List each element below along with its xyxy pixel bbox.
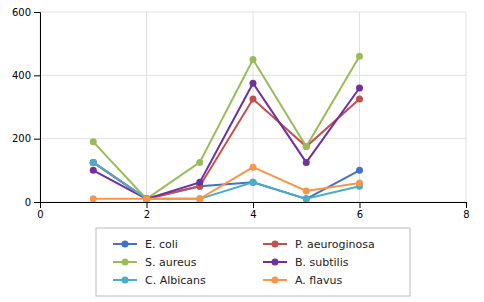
tick: 0 xyxy=(37,202,43,220)
point xyxy=(356,180,363,187)
point xyxy=(90,138,97,145)
point xyxy=(303,143,310,150)
legend-item: S. aureus xyxy=(113,256,197,269)
grid-line xyxy=(466,12,467,202)
tick-mark xyxy=(360,202,361,208)
tick-mark xyxy=(34,202,40,203)
tick: 4 xyxy=(250,202,256,220)
tick-label: 2 xyxy=(144,209,150,220)
legend-item: E. coli xyxy=(113,238,178,251)
tick: 600 xyxy=(12,7,40,18)
x-axis: 0 2 4 6 8 xyxy=(37,202,469,220)
plot-area xyxy=(90,53,363,202)
tick: 400 xyxy=(12,70,40,81)
tick-label: 0 xyxy=(37,209,43,220)
point xyxy=(196,159,203,166)
tick-mark xyxy=(34,75,40,76)
legend-label: E. coli xyxy=(145,238,178,251)
tick-label: 0 xyxy=(25,197,31,208)
point xyxy=(143,195,150,202)
point xyxy=(303,195,310,202)
legend-item: C. Albicans xyxy=(113,274,206,287)
legend-item: P. aeuroginosa xyxy=(263,238,375,251)
series-line xyxy=(93,167,359,199)
point xyxy=(250,179,257,186)
point xyxy=(303,159,310,166)
point xyxy=(250,80,257,87)
point xyxy=(90,195,97,202)
tick: 200 xyxy=(12,133,40,144)
legend-marker xyxy=(272,277,279,284)
tick: 6 xyxy=(357,202,363,220)
tick-mark xyxy=(34,139,40,140)
tick-label: 6 xyxy=(357,209,363,220)
legend: E. coli P. aeuroginosa S. aureus B. subtili… xyxy=(96,228,410,296)
legend-marker xyxy=(272,241,279,248)
legend-marker xyxy=(122,259,129,266)
tick-label: 600 xyxy=(12,7,31,18)
legend-label: C. Albicans xyxy=(145,274,206,287)
point xyxy=(250,56,257,63)
point xyxy=(303,195,310,202)
tick-mark xyxy=(147,202,148,208)
point xyxy=(250,179,257,186)
point xyxy=(90,167,97,174)
tick-mark xyxy=(466,202,467,208)
tick-mark xyxy=(34,12,40,13)
grid-line xyxy=(253,12,254,202)
legend-marker xyxy=(122,277,129,284)
point xyxy=(356,85,363,92)
point xyxy=(143,195,150,202)
point xyxy=(250,164,257,171)
series-line xyxy=(93,56,359,199)
axis-line xyxy=(34,13,41,203)
legend-item: B. subtilis xyxy=(263,256,349,269)
series-line xyxy=(93,162,359,198)
point xyxy=(90,159,97,166)
point xyxy=(90,159,97,166)
point xyxy=(356,96,363,103)
legend-item: A. flavus xyxy=(263,274,342,287)
tick-mark xyxy=(253,202,254,208)
point xyxy=(196,179,203,186)
legend-label: S. aureus xyxy=(145,256,197,269)
tick: 2 xyxy=(144,202,150,220)
point xyxy=(303,143,310,150)
point xyxy=(250,96,257,103)
tick-label: 200 xyxy=(12,133,31,144)
tick: 8 xyxy=(463,202,469,220)
tick-label: 4 xyxy=(250,209,256,220)
point xyxy=(356,53,363,60)
chart: 0 2 4 6 8 0 200 400 600 E. coli P. aeuroginosa S. a… xyxy=(0,0,484,302)
legend-label: B. subtilis xyxy=(295,256,349,269)
point xyxy=(90,159,97,166)
legend-marker xyxy=(122,241,129,248)
point xyxy=(196,195,203,202)
y-axis: 0 200 400 600 xyxy=(12,7,41,208)
legend-label: A. flavus xyxy=(295,274,342,287)
point xyxy=(356,167,363,174)
tick-label: 400 xyxy=(12,70,31,81)
point xyxy=(303,187,310,194)
grid-line xyxy=(146,12,147,202)
tick: 0 xyxy=(25,197,40,208)
legend-box xyxy=(96,228,410,296)
axis-line xyxy=(41,203,467,209)
grid xyxy=(40,12,466,202)
legend-marker xyxy=(272,259,279,266)
legend-label: P. aeuroginosa xyxy=(295,238,375,251)
series-line xyxy=(93,162,359,198)
series-line xyxy=(93,83,359,199)
tick-label: 8 xyxy=(463,209,469,220)
